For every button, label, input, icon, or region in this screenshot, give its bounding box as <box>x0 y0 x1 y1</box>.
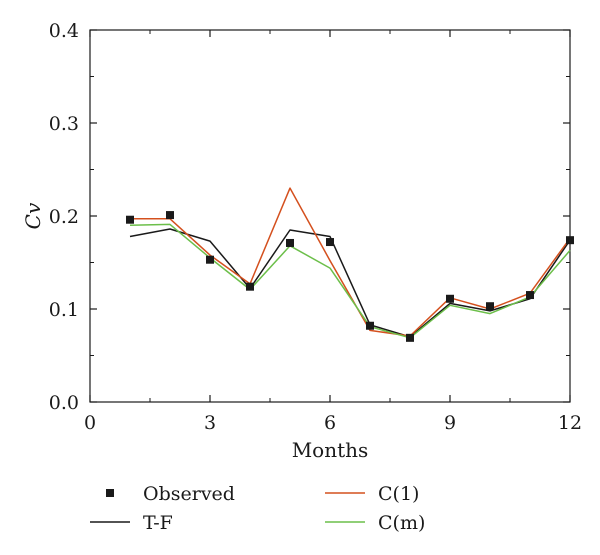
plot-axes <box>89 29 571 403</box>
legend-marker-observed <box>106 489 114 497</box>
x-axis-label: Months <box>292 438 369 462</box>
data-point-observed <box>206 255 214 264</box>
y-tick-label: 0.4 <box>49 20 79 42</box>
data-point-observed <box>566 236 574 245</box>
axis-ticks: 0 3 6 9 12 0.0 0.1 0.2 0.3 0.4 <box>49 20 582 434</box>
data-point-observed <box>286 238 294 247</box>
x-tick-label: 6 <box>324 412 336 434</box>
legend-label-c-m: C(m) <box>378 512 425 534</box>
series-line-c-1 <box>130 187 571 337</box>
data-point-observed <box>126 215 134 224</box>
y-tick-label: 0.0 <box>49 392 79 414</box>
data-point-observed <box>526 291 534 300</box>
x-tick-label: 12 <box>558 412 582 434</box>
data-point-observed <box>326 238 334 247</box>
data-point-observed <box>366 321 374 330</box>
chart-legend: Observed T-F C(1) C(m) <box>90 483 425 534</box>
legend-label-t-f: T-F <box>143 512 173 534</box>
y-axis-label: Cv <box>21 202 45 229</box>
series-line-c-m <box>129 223 571 339</box>
legend-label-observed: Observed <box>143 483 235 505</box>
y-tick-label: 0.3 <box>49 113 79 135</box>
data-point-observed <box>166 211 174 220</box>
y-tick-label: 0.1 <box>49 299 79 321</box>
legend-label-c-1: C(1) <box>378 483 419 505</box>
plot-frame <box>89 29 571 403</box>
x-tick-label: 9 <box>444 412 456 434</box>
data-point-observed <box>486 302 494 311</box>
y-tick-label: 0.2 <box>49 206 79 228</box>
data-point-observed <box>446 294 454 303</box>
data-point-observed <box>246 282 254 291</box>
x-tick-label: 3 <box>204 412 216 434</box>
x-tick-label: 0 <box>84 412 96 434</box>
data-point-observed <box>406 333 414 342</box>
chart-series <box>126 187 574 342</box>
series-line-t-f <box>129 228 571 338</box>
